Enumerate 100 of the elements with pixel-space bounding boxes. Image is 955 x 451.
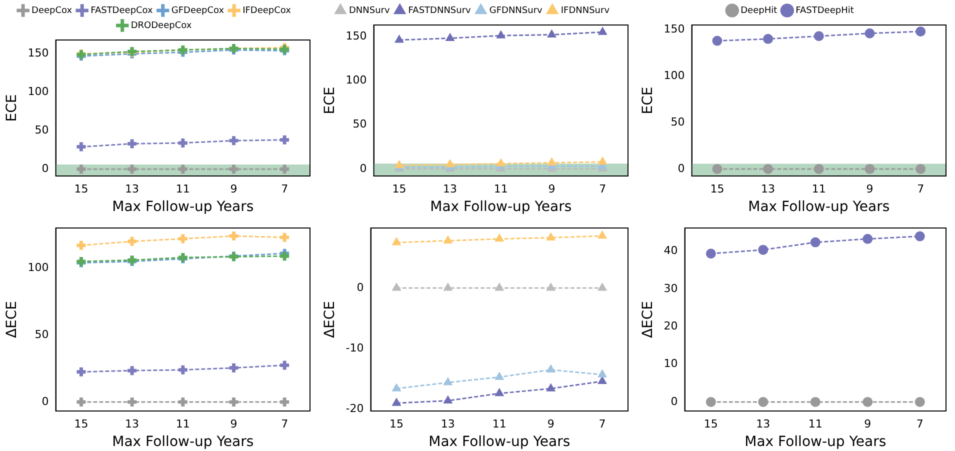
point (392, 398, 401, 406)
y-tick-label: -10 (346, 341, 364, 354)
point (547, 30, 556, 38)
y-tick-label: 0 (42, 394, 49, 408)
point (916, 164, 926, 174)
x-tick-label: 9 (864, 417, 872, 430)
x-tick-label: 15 (389, 417, 404, 430)
point (446, 160, 454, 168)
y-tick-label: 20 (664, 320, 678, 333)
y-axis-title: ECE (322, 86, 338, 114)
point (444, 236, 452, 244)
y-tick-label: 150 (28, 46, 49, 60)
point (444, 396, 452, 404)
point (496, 30, 506, 38)
point (814, 164, 824, 174)
point (546, 384, 556, 392)
x-tick-label: 11 (494, 182, 508, 196)
point (494, 282, 504, 291)
point (758, 244, 768, 255)
y-tick-label: -20 (346, 402, 364, 416)
x-tick-label: 13 (440, 417, 455, 430)
x-tick-label: 7 (281, 182, 288, 196)
legend-label: FASTDeepCox (90, 6, 154, 16)
y-axis-title: ΔECE (322, 300, 338, 338)
point (598, 27, 607, 35)
legend-label: FASTDNNSurv (408, 6, 472, 16)
legend-label: DRODeepCox (130, 20, 192, 31)
x-axis-title: Max Follow-up Years (430, 199, 572, 216)
y-tick-label: 0 (678, 162, 685, 175)
point (494, 234, 504, 242)
legend-label: GFDNNSurv (489, 6, 544, 16)
point (914, 231, 925, 242)
legend-label: IFDNNSurv (560, 6, 610, 16)
y-tick-label: 100 (346, 73, 367, 86)
y-axis-title: ECE (4, 94, 20, 122)
y-tick-label: 50 (352, 118, 367, 131)
y-axis-title: ECE (640, 86, 656, 114)
x-tick-label: 15 (392, 182, 406, 196)
point (394, 35, 404, 43)
y-tick-label: 150 (664, 22, 685, 36)
x-tick-label: 7 (281, 417, 288, 430)
x-tick-label: 13 (125, 417, 140, 430)
legend-label: DeepHit (740, 6, 778, 16)
y-tick-label: 50 (34, 124, 49, 137)
point (494, 372, 504, 380)
legend-label: FASTDeepHit (796, 6, 854, 16)
point (914, 396, 925, 407)
y-tick-label: 40 (664, 244, 678, 258)
x-tick-label: 13 (443, 182, 458, 196)
point (706, 396, 716, 407)
point (494, 388, 504, 396)
point (547, 158, 556, 166)
point (598, 282, 607, 291)
y-tick-label: 150 (346, 29, 367, 42)
x-tick-label: 13 (756, 417, 770, 430)
legend-label: IFDeepCox (242, 6, 292, 16)
point (598, 370, 607, 378)
x-tick-label: 15 (74, 417, 88, 430)
point (444, 378, 452, 386)
x-tick-label: 7 (598, 417, 606, 430)
x-tick-label: 9 (548, 182, 556, 196)
y-tick-label: 0 (670, 394, 678, 408)
x-tick-label: 11 (176, 182, 190, 196)
point (810, 396, 820, 407)
x-tick-label: 15 (74, 182, 88, 196)
point (598, 376, 607, 384)
x-axis-title: Max Follow-up Years (744, 434, 886, 450)
point (712, 36, 722, 46)
x-tick-label: 9 (866, 182, 874, 196)
x-tick-label: 15 (710, 182, 724, 196)
x-tick-label: 7 (599, 182, 606, 196)
point (392, 282, 401, 291)
point (392, 384, 401, 392)
x-axis-title: Max Follow-up Years (112, 199, 254, 216)
point (712, 164, 722, 174)
y-tick-label: 0 (356, 280, 364, 294)
point (546, 232, 556, 240)
point (758, 396, 768, 407)
x-tick-label: 13 (125, 182, 140, 196)
y-axis-title: ΔECE (640, 300, 656, 338)
point (496, 158, 506, 166)
point (546, 282, 556, 291)
y-tick-label: 100 (28, 85, 49, 98)
point (814, 31, 824, 42)
legend-label: GFDeepCox (171, 6, 225, 16)
point (862, 396, 873, 407)
point (392, 238, 401, 246)
x-axis-title: Max Follow-up Years (428, 434, 570, 450)
x-tick-label: 11 (812, 182, 826, 196)
x-tick-label: 9 (230, 417, 238, 430)
x-tick-label: 9 (230, 182, 238, 196)
x-axis-title: Max Follow-up Years (748, 199, 890, 216)
x-tick-label: 11 (808, 417, 822, 430)
point (862, 234, 873, 244)
y-tick-label: 0 (360, 162, 367, 175)
x-axis-title: Max Follow-up Years (112, 434, 254, 450)
point (864, 164, 875, 174)
y-tick-label: 50 (34, 328, 49, 341)
y-tick-label: 100 (28, 261, 49, 274)
point (446, 33, 454, 41)
